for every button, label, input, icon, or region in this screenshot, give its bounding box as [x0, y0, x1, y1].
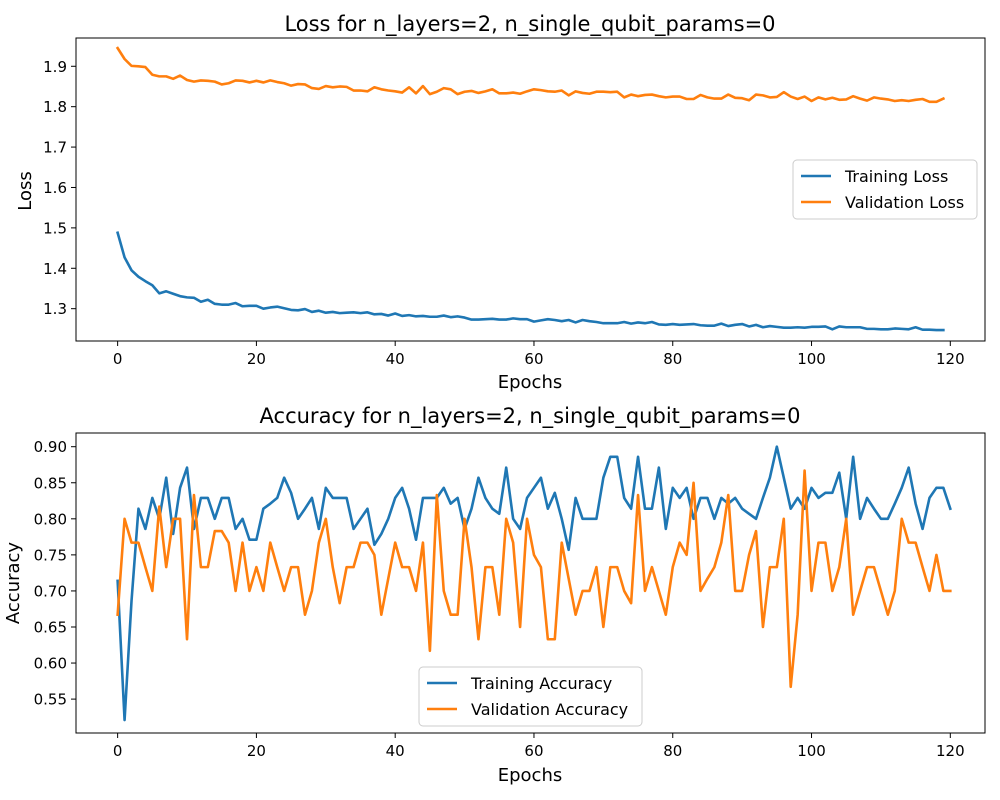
loss-x-tick-label: 40 — [386, 350, 405, 368]
accuracy-y-tick-label: 0.60 — [34, 655, 67, 673]
loss-x-tick-label: 100 — [797, 350, 826, 368]
loss-legend-label: Validation Loss — [845, 193, 964, 212]
accuracy-y-axis-label: Accuracy — [3, 542, 24, 625]
loss-y-tick-label: 1.4 — [43, 260, 67, 278]
accuracy-chart-title: Accuracy for n_layers=2, n_single_qubit_… — [260, 404, 801, 429]
loss-legend-label: Training Loss — [844, 167, 948, 186]
loss-y-tick-label: 1.5 — [43, 219, 67, 237]
loss-y-tick-label: 1.3 — [43, 300, 67, 318]
loss-series-line-training — [116, 231, 945, 332]
accuracy-y-tick-label: 0.85 — [34, 474, 67, 492]
loss-legend-box — [792, 159, 978, 220]
accuracy-legend-label: Validation Accuracy — [471, 700, 628, 719]
accuracy-y-tick-label: 0.90 — [34, 438, 67, 456]
loss-chart: Loss for n_layers=2, n_single_qubit_para… — [15, 12, 986, 393]
loss-series-line-validation — [115, 46, 946, 104]
accuracy-x-tick-label: 60 — [524, 742, 543, 760]
accuracy-x-tick-label: 120 — [936, 742, 965, 760]
loss-x-axis-label: Epochs — [498, 372, 563, 393]
accuracy-x-tick-label: 0 — [113, 742, 123, 760]
accuracy-x-tick-label: 40 — [386, 742, 405, 760]
accuracy-plot-area: 0 20 40 60 80 100 120 0.55 0.60 0.65 0.70 0.75 0.80 0… — [34, 432, 986, 760]
accuracy-x-axis-label: Epochs — [498, 765, 563, 786]
accuracy-series-line-training — [116, 445, 952, 722]
loss-chart-title: Loss for n_layers=2, n_single_qubit_para… — [284, 12, 775, 37]
loss-x-tick-label: 120 — [936, 350, 965, 368]
loss-y-axis-label: Loss — [15, 171, 36, 210]
accuracy-legend: Training Accuracy Validation Accuracy — [418, 666, 643, 727]
accuracy-axes-frame — [75, 432, 986, 734]
accuracy-chart: Accuracy for n_layers=2, n_single_qubit_… — [3, 404, 986, 786]
accuracy-x-tick-label: 100 — [797, 742, 826, 760]
loss-y-tick-label: 1.6 — [43, 179, 67, 197]
loss-x-tick-label: 80 — [663, 350, 682, 368]
loss-x-tick-label: 60 — [524, 350, 543, 368]
accuracy-y-tick-label: 0.70 — [34, 582, 67, 600]
loss-y-tick-label: 1.9 — [43, 58, 67, 76]
accuracy-x-tick-label: 80 — [663, 742, 682, 760]
accuracy-x-tick-label: 20 — [247, 742, 266, 760]
accuracy-y-tick-label: 0.80 — [34, 510, 67, 528]
loss-axes-frame — [75, 37, 986, 342]
loss-x-tick-label: 20 — [247, 350, 266, 368]
loss-legend: Training Loss Validation Loss — [792, 159, 978, 220]
loss-x-tick-label: 0 — [113, 350, 123, 368]
loss-plot-area: 0 20 40 60 80 100 120 1.3 1.4 1.5 1.6 1.7 1.8 1.9 Trai… — [43, 37, 986, 368]
accuracy-legend-box — [418, 666, 643, 727]
accuracy-y-tick-label: 0.75 — [34, 546, 67, 564]
loss-y-tick-label: 1.7 — [43, 139, 67, 157]
accuracy-y-tick-label: 0.55 — [34, 691, 67, 709]
accuracy-legend-label: Training Accuracy — [470, 674, 612, 693]
loss-y-tick-label: 1.8 — [43, 98, 67, 116]
accuracy-series-line-validation — [116, 469, 952, 689]
accuracy-y-tick-label: 0.65 — [34, 618, 67, 636]
